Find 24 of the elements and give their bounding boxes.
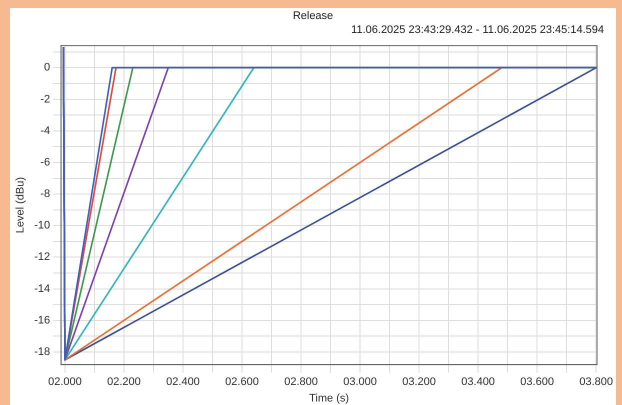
y-tick-label: -16 xyxy=(34,314,50,326)
x-tick-label: 02.600 xyxy=(225,376,259,388)
x-tick-label: 03.800 xyxy=(579,376,613,388)
y-tick-label: -6 xyxy=(40,156,50,168)
y-tick-label: -12 xyxy=(34,251,50,264)
chart-subtitle: 11.06.2025 23:43:29.432 - 11.06.2025 23:45:14.594 xyxy=(351,24,604,36)
x-tick-label: 02.800 xyxy=(284,376,318,388)
x-tick-label: 03.200 xyxy=(402,376,436,388)
y-tick-label: -2 xyxy=(40,93,50,106)
x-tick-label: 03.000 xyxy=(343,376,377,388)
y-tick-label: -8 xyxy=(40,188,50,200)
y-axis-title: Level (dBu) xyxy=(14,176,27,234)
x-tick-label: 03.400 xyxy=(461,376,495,388)
y-tick-label: 0 xyxy=(44,62,50,74)
y-tick-label: -14 xyxy=(34,282,50,295)
x-tick-label: 02.400 xyxy=(166,376,200,388)
x-tick-label: 02.200 xyxy=(107,376,141,388)
y-tick-label: -10 xyxy=(34,220,50,232)
y-tick-label: -18 xyxy=(34,346,50,358)
x-tick-label: 03.600 xyxy=(520,376,554,388)
chart-title: Release xyxy=(292,10,334,22)
y-tick-label: -4 xyxy=(40,124,50,137)
x-axis-title: Time (s) xyxy=(309,392,350,404)
x-tick-label: 02.000 xyxy=(48,376,82,388)
